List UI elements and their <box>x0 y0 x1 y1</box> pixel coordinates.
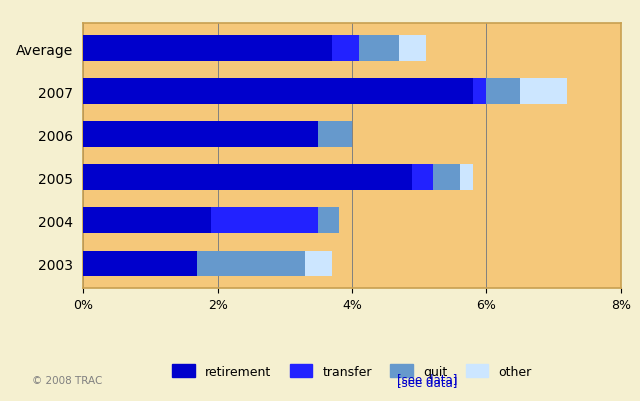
Bar <box>83 251 197 277</box>
Text: © 2008 TRAC: © 2008 TRAC <box>32 375 102 385</box>
Text: [see data]: [see data] <box>397 372 457 385</box>
Legend: retirement, transfer, quit, other: retirement, transfer, quit, other <box>167 359 537 383</box>
Text: [see data]: [see data] <box>397 375 457 388</box>
Bar <box>211 208 319 234</box>
Bar <box>399 36 426 62</box>
Bar <box>197 251 305 277</box>
Bar <box>83 36 332 62</box>
Bar <box>305 251 332 277</box>
Bar <box>319 208 339 234</box>
Bar <box>473 79 486 105</box>
Bar <box>332 36 358 62</box>
Bar <box>433 165 460 191</box>
Bar <box>358 36 399 62</box>
Bar <box>83 208 211 234</box>
Bar <box>412 165 433 191</box>
Bar <box>83 79 473 105</box>
Bar <box>83 165 412 191</box>
Bar <box>319 122 352 148</box>
Bar <box>460 165 473 191</box>
Bar <box>520 79 567 105</box>
Bar <box>486 79 520 105</box>
Bar <box>83 122 319 148</box>
